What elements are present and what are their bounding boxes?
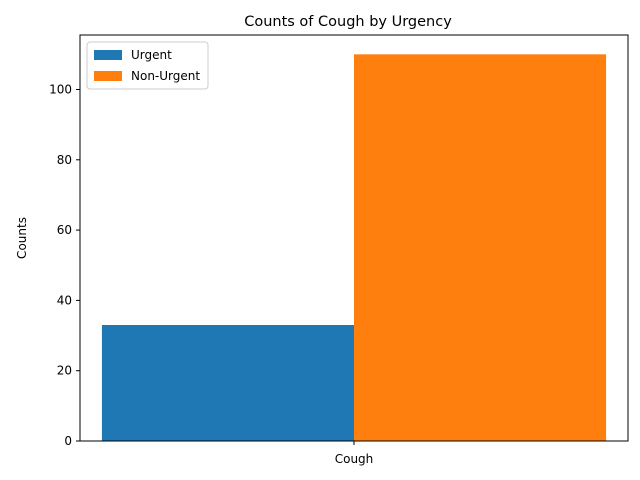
- legend-swatch-non-urgent: [94, 71, 122, 81]
- legend-label-non-urgent: Non-Urgent: [131, 69, 200, 83]
- bars-group: [101, 54, 607, 441]
- bar-urgent-cough: [101, 325, 354, 441]
- y-tick-label: 100: [49, 82, 72, 96]
- y-tick-label: 20: [57, 364, 72, 378]
- y-axis: 0 20 40 60 80 100: [49, 82, 80, 448]
- y-tick-label: 0: [64, 434, 72, 448]
- chart-title: Counts of Cough by Urgency: [244, 14, 452, 30]
- y-tick-label: 80: [57, 153, 72, 167]
- y-tick-label: 60: [57, 223, 72, 237]
- plot-frame: [79, 34, 629, 442]
- legend: Urgent Non-Urgent: [86, 41, 209, 90]
- legend-swatch-urgent: [94, 50, 122, 60]
- x-tick-label: Cough: [335, 452, 374, 466]
- y-axis-label: Counts: [15, 217, 29, 259]
- x-axis: Cough: [335, 441, 374, 466]
- legend-label-urgent: Urgent: [131, 48, 172, 62]
- y-tick-label: 40: [57, 293, 72, 307]
- bar-non-urgent-cough: [354, 54, 607, 441]
